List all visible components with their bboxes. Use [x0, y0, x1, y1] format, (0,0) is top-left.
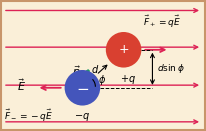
Text: $+$: $+$	[118, 43, 129, 56]
Text: $\vec{p}$: $\vec{p}$	[72, 64, 80, 80]
Circle shape	[106, 32, 141, 68]
Text: $-$: $-$	[76, 80, 89, 95]
Text: $-q$: $-q$	[74, 111, 90, 123]
Text: $\phi$: $\phi$	[98, 73, 107, 87]
Text: $d$: $d$	[91, 63, 99, 75]
Text: $\vec{E}$: $\vec{E}$	[18, 77, 27, 93]
Text: $\vec{F}_+ = q\vec{E}$: $\vec{F}_+ = q\vec{E}$	[143, 14, 181, 30]
Text: $\vec{F}_- = -q\vec{E}$: $\vec{F}_- = -q\vec{E}$	[4, 107, 53, 124]
Text: $+q$: $+q$	[120, 73, 136, 86]
Text: $d\sin\phi$: $d\sin\phi$	[157, 62, 184, 75]
Circle shape	[65, 70, 100, 106]
